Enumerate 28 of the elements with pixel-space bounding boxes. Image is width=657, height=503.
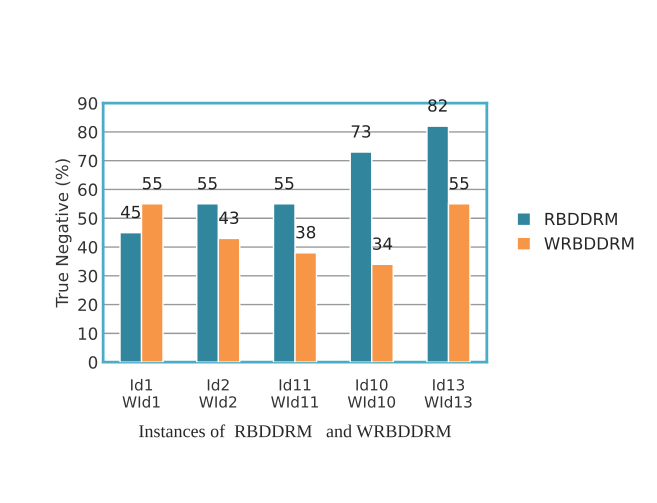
data-label: 55 [450,177,468,190]
y-tick-label: 50 [78,212,98,225]
y-tick-label: 20 [78,298,98,312]
x-tick-label: Id10 WId10 [348,378,396,408]
y-tick-label: 40 [78,240,98,254]
x-axis-title: Instances of RBDDRM and WRBDDRM [139,424,452,438]
y-tick-label: 10 [78,327,98,340]
x-tick-label: Id11 WId11 [271,378,318,408]
data-label: 38 [296,226,316,238]
data-label: 43 [219,211,238,224]
y-tick-label: 60 [78,183,98,196]
y-tick-label: 30 [78,270,98,282]
y-axis-title: True Negative (%) [55,159,72,308]
y-tick-label: 80 [78,126,98,138]
x-tick-label: Id13 WId13 [424,378,472,408]
data-label: 55 [142,177,162,190]
y-tick-label: 70 [78,154,98,168]
data-label: 73 [352,125,370,138]
legend-label: RBDDRM [545,212,617,226]
legend-label: WRBDDRM [544,237,634,250]
y-tick-label: 0 [88,356,98,369]
data-label: 45 [120,206,140,218]
x-tick-label: Id2 WId2 [199,378,236,408]
data-label: 55 [198,177,217,190]
x-tick-label: Id1 WId1 [122,378,160,408]
y-tick-label: 90 [78,97,98,110]
data-label: 34 [373,237,392,250]
data-label: 55 [274,177,294,190]
